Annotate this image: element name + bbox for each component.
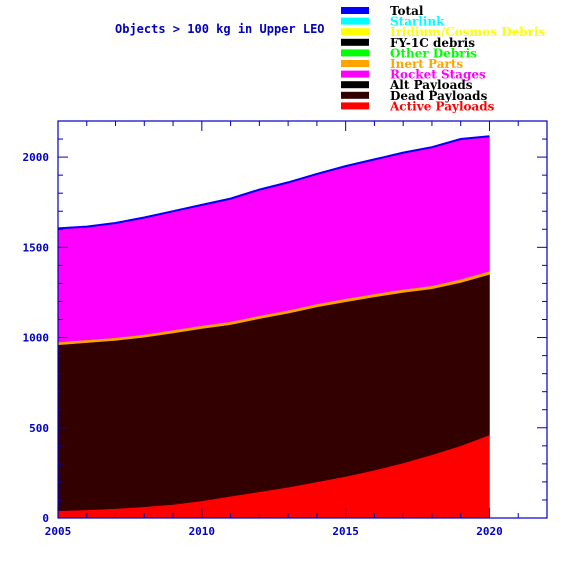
legend-label-rocket-stages: Rocket Stages: [390, 68, 486, 82]
legend-swatch-inert-parts: [341, 60, 369, 67]
legend-label-active-payloads: Active Payloads: [389, 99, 495, 113]
legend-label-iridium-cosmos-debris: Iridium/Cosmos Debris: [390, 25, 546, 39]
legend-swatch-starlink: [341, 17, 369, 25]
legend-swatch-rocket-stages: [341, 70, 369, 78]
legend-label-starlink: Starlink: [390, 15, 445, 29]
x-tick-label: 2020: [476, 525, 503, 538]
plot-areas: [57, 135, 490, 519]
legend-label-alt-payloads: Alt Payloads: [389, 78, 473, 92]
legend-label-inert-parts: Inert Parts: [390, 57, 463, 71]
x-tick-label: 2005: [45, 525, 72, 538]
legend-swatch-active-payloads: [341, 102, 369, 110]
y-tick-label: 1500: [23, 241, 50, 254]
legend-label-total: Total: [390, 4, 424, 18]
y-tick-label: 0: [42, 512, 49, 525]
legend-swatch-other-debris: [341, 49, 369, 57]
legend-swatch-iridium-cosmos-debris: [341, 28, 369, 36]
total-line: [57, 135, 490, 230]
y-tick-label: 500: [29, 422, 49, 435]
legend-swatch-total: [341, 7, 369, 14]
chart-title: Objects > 100 kg in Upper LEO: [115, 22, 325, 36]
legend-label-dead-payloads: Dead Payloads: [390, 89, 488, 103]
legend-swatch-alt-payloads: [341, 81, 369, 89]
y-tick-label: 1000: [23, 332, 50, 345]
legend-label-other-debris: Other Debris: [390, 46, 477, 60]
y-tick-label: 2000: [23, 151, 50, 164]
x-tick-label: 2010: [189, 525, 216, 538]
ticks: 0 500 1000 1500 2000 2005 2010 2015 2020: [23, 120, 548, 538]
legend-swatch-fy-1c-debris: [341, 38, 369, 46]
legend-swatch-dead-payloads: [341, 91, 369, 99]
legend-label-fy-1c-debris: FY-1C debris: [390, 36, 475, 50]
x-tick-label: 2015: [332, 525, 359, 538]
